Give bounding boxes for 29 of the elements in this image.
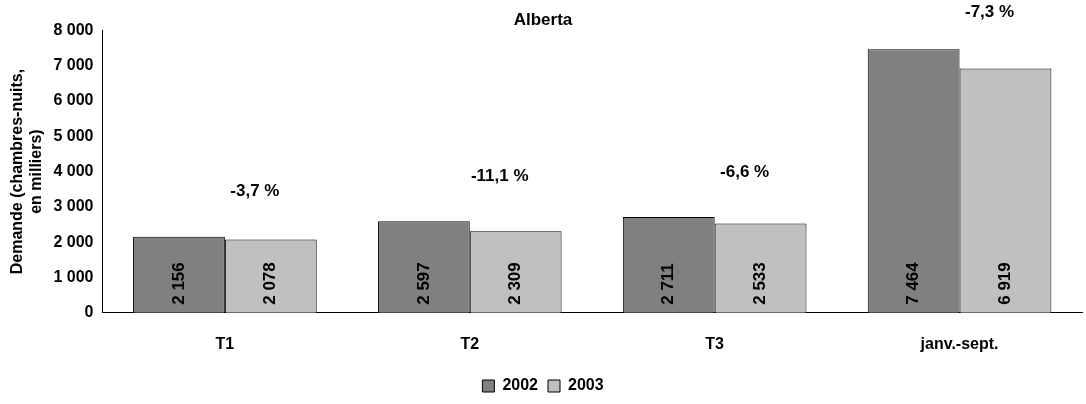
data-label: 7 464 <box>903 261 923 305</box>
y-tick-label: 0 <box>84 303 94 321</box>
legend-label: 2003 <box>568 376 604 394</box>
y-tick-label: 4 000 <box>53 162 94 180</box>
x-tick-label: T3 <box>705 334 725 352</box>
data-label: 2 597 <box>413 262 433 305</box>
y-tick-label: 6 000 <box>53 91 94 109</box>
annotation: -6,6 % <box>720 161 770 181</box>
y-axis-title: Demande (chambres-nuits, en milliers) <box>8 68 45 275</box>
y-tick-label: 1 000 <box>53 267 94 285</box>
data-label: 2 156 <box>168 262 188 305</box>
data-label: 2 533 <box>750 262 770 305</box>
data-label: 2 078 <box>260 262 280 305</box>
chart-title: Alberta <box>513 9 573 29</box>
data-label: 2 711 <box>658 263 678 305</box>
y-tick-label: 7 000 <box>53 56 94 74</box>
x-tick-label: T1 <box>215 334 235 352</box>
y-tick-label: 5 000 <box>53 126 94 144</box>
y-tick-label: 8 000 <box>53 20 94 38</box>
y-tick-label: 2 000 <box>53 232 94 250</box>
legend-label: 2002 <box>502 376 539 394</box>
data-label: 2 309 <box>505 262 525 305</box>
data-label: 6 919 <box>995 262 1015 305</box>
annotation: -11,1 % <box>470 165 529 185</box>
y-tick-label: 3 000 <box>53 197 94 215</box>
text: -7,3 % <box>964 1 1015 21</box>
x-tick-label: janv.-sept. <box>919 334 999 352</box>
x-tick-label: T2 <box>460 334 480 352</box>
annotation: -3,7 % <box>230 181 280 201</box>
